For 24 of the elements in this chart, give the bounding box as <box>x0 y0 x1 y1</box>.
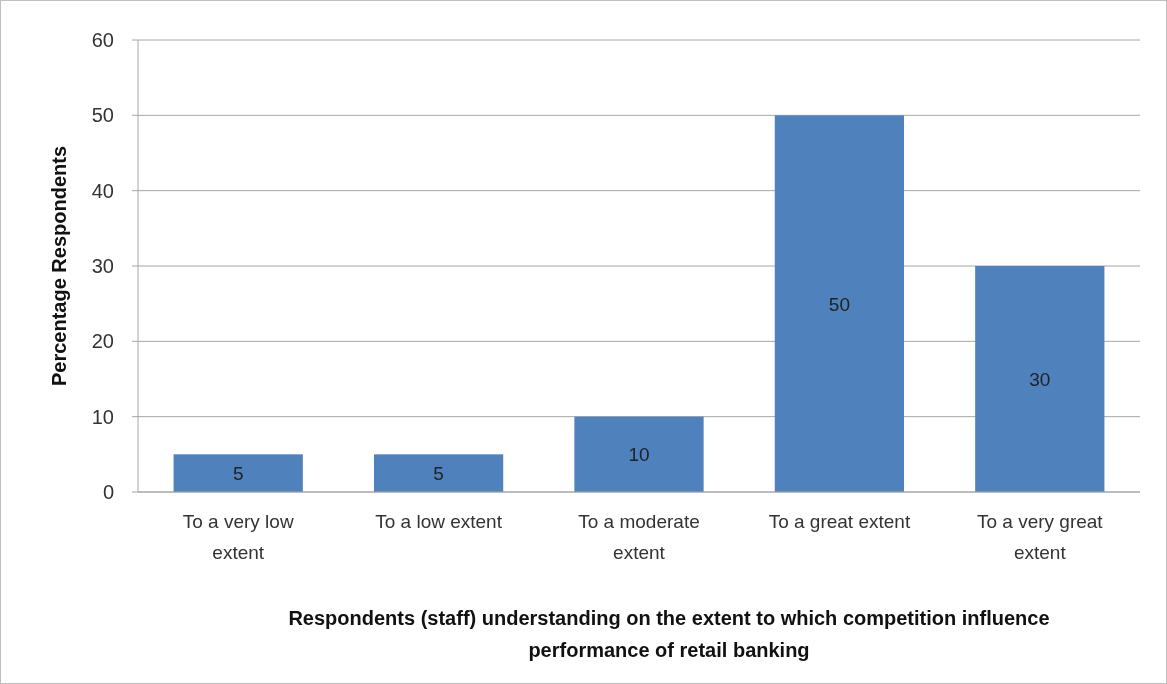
bar <box>975 266 1105 492</box>
x-tick-label: To a very low extent <box>182 511 294 563</box>
y-tick-label: 40 <box>91 179 114 202</box>
y-tick-label: 50 <box>91 104 114 127</box>
x-tick-label: To a moderate extent <box>578 511 700 563</box>
x-tick-label: To a great extent <box>768 511 911 532</box>
x-tick-label: To a very great extent <box>976 511 1104 563</box>
data-label: 30 <box>1029 369 1051 390</box>
x-tick-label: To a low extent <box>375 511 503 532</box>
data-label: 10 <box>628 444 650 466</box>
y-tick-label: 0 <box>102 481 114 503</box>
x-axis-title: Respondents (staff) understanding on the extent to which competition influence performance of retail banking <box>288 607 1050 661</box>
data-label: 50 <box>828 293 850 315</box>
y-tick-label: 30 <box>91 255 114 277</box>
bar <box>574 416 704 492</box>
y-tick-label: 60 <box>91 29 114 51</box>
y-tick-label: 10 <box>91 405 114 428</box>
bar <box>373 454 504 492</box>
data-label: 5 <box>433 463 444 485</box>
y-tick-label: 20 <box>91 330 114 353</box>
bar <box>774 115 905 492</box>
data-label: 5 <box>232 463 244 485</box>
bar <box>173 454 303 492</box>
y-axis-title: Percentage Respondents <box>48 145 70 387</box>
